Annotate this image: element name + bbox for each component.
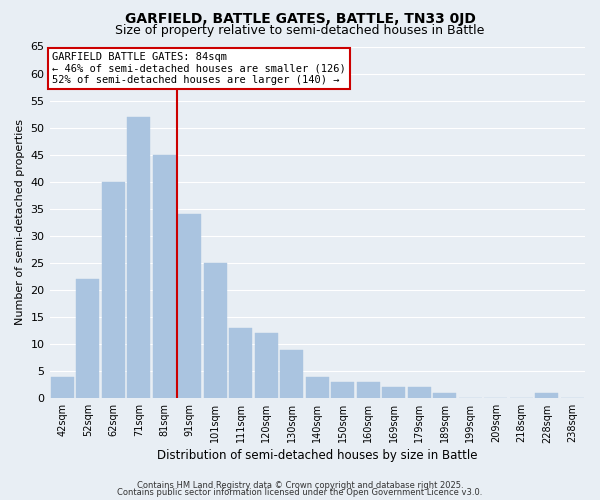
Text: Size of property relative to semi-detached houses in Battle: Size of property relative to semi-detach… — [115, 24, 485, 37]
Bar — [102, 182, 125, 398]
Bar — [127, 117, 150, 398]
Bar — [433, 393, 456, 398]
Bar — [51, 376, 74, 398]
Bar — [204, 263, 227, 398]
Y-axis label: Number of semi-detached properties: Number of semi-detached properties — [15, 120, 25, 326]
Bar — [331, 382, 354, 398]
Bar — [306, 376, 329, 398]
Text: GARFIELD, BATTLE GATES, BATTLE, TN33 0JD: GARFIELD, BATTLE GATES, BATTLE, TN33 0JD — [125, 12, 475, 26]
X-axis label: Distribution of semi-detached houses by size in Battle: Distribution of semi-detached houses by … — [157, 450, 478, 462]
Bar — [408, 388, 431, 398]
Bar — [178, 214, 201, 398]
Bar — [535, 393, 558, 398]
Bar — [357, 382, 380, 398]
Bar — [382, 388, 405, 398]
Bar — [255, 334, 278, 398]
Text: GARFIELD BATTLE GATES: 84sqm
← 46% of semi-detached houses are smaller (126)
52%: GARFIELD BATTLE GATES: 84sqm ← 46% of se… — [52, 52, 346, 85]
Text: Contains public sector information licensed under the Open Government Licence v3: Contains public sector information licen… — [118, 488, 482, 497]
Text: Contains HM Land Registry data © Crown copyright and database right 2025.: Contains HM Land Registry data © Crown c… — [137, 480, 463, 490]
Bar — [280, 350, 303, 399]
Bar — [229, 328, 252, 398]
Bar — [76, 279, 99, 398]
Bar — [153, 155, 176, 398]
